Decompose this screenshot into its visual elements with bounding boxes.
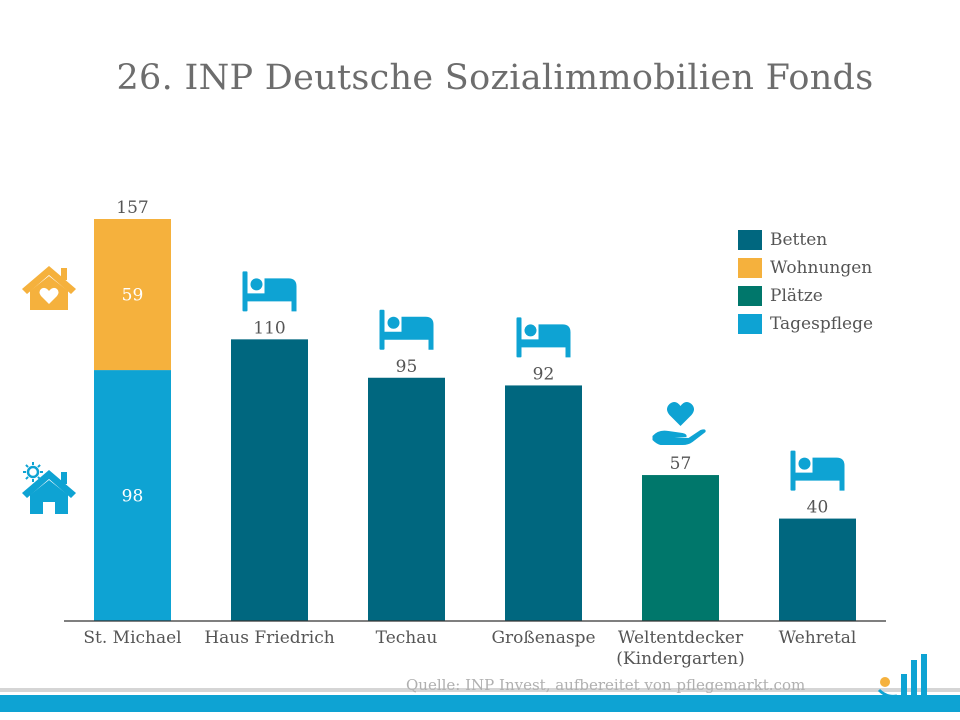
category-label-line: Weltentdecker [617, 628, 744, 648]
bar-2-betten [368, 377, 445, 621]
legend-item: Wohnungen [738, 254, 873, 282]
legend-swatch [738, 230, 762, 250]
total-label-0: 157 [116, 198, 148, 218]
logo-dot [880, 677, 890, 687]
total-label-5: 40 [807, 498, 829, 518]
bar-5-betten [779, 518, 856, 621]
bar-0-wohnungen [94, 219, 171, 371]
total-label-3: 92 [533, 364, 555, 384]
bed-icon [790, 450, 845, 491]
category-label: Wehretal [743, 628, 893, 649]
category-label: Techau [332, 628, 482, 649]
legend: Betten Wohnungen Plätze Tagespflege [738, 226, 873, 338]
segment-label-0-1: 59 [122, 286, 144, 306]
category-label: Weltentdecker (Kindergarten) [606, 628, 756, 670]
category-label: St. Michael [58, 628, 208, 649]
logo-bar-1 [901, 674, 907, 712]
footer-stripe-grey [0, 688, 960, 692]
legend-swatch [738, 286, 762, 306]
legend-item: Tagespflege [738, 310, 873, 338]
legend-label: Plätze [770, 286, 823, 306]
legend-item: Plätze [738, 282, 873, 310]
total-label-2: 95 [396, 357, 418, 377]
category-label-line: Wehretal [778, 628, 857, 648]
footer-stripe-blue [0, 695, 960, 712]
house-heart-icon [22, 266, 76, 310]
total-label-1: 110 [253, 318, 285, 338]
total-label-4: 57 [670, 454, 692, 474]
category-label-line: (Kindergarten) [616, 649, 745, 669]
logo-bar-2 [911, 660, 917, 712]
logo-arc [877, 688, 898, 698]
chart-title: 26. INP Deutsche Sozialimmobilien Fonds [116, 58, 874, 98]
legend-label: Wohnungen [770, 258, 873, 278]
legend-label: Tagespflege [770, 314, 874, 334]
category-label-line: Haus Friedrich [204, 628, 335, 648]
bar-1-betten [231, 339, 308, 621]
category-label-line: Techau [375, 628, 438, 648]
source-note: Quelle: INP Invest, aufbereitet von pfle… [406, 676, 806, 694]
category-label: Haus Friedrich [195, 628, 345, 649]
hand-heart-icon [652, 401, 706, 446]
category-label: Großenaspe [469, 628, 619, 649]
legend-label: Betten [770, 230, 828, 250]
category-label-line: St. Michael [83, 628, 182, 648]
house-day-care-icon [22, 470, 76, 514]
bed-icon [516, 317, 571, 358]
legend-item: Betten [738, 226, 873, 254]
bed-icon [242, 271, 297, 312]
bar-3-betten [505, 385, 582, 621]
bar-4-plätze [642, 475, 719, 621]
bed-icon [379, 309, 434, 350]
category-label-line: Großenaspe [491, 628, 596, 648]
bar-0-tagespflege [94, 370, 171, 621]
logo-bar-3 [921, 654, 927, 712]
segment-label-0-0: 98 [122, 487, 144, 507]
legend-swatch [738, 258, 762, 278]
pflegemarkt-logo [877, 654, 927, 712]
sun-icon [23, 462, 43, 482]
legend-swatch [738, 314, 762, 334]
